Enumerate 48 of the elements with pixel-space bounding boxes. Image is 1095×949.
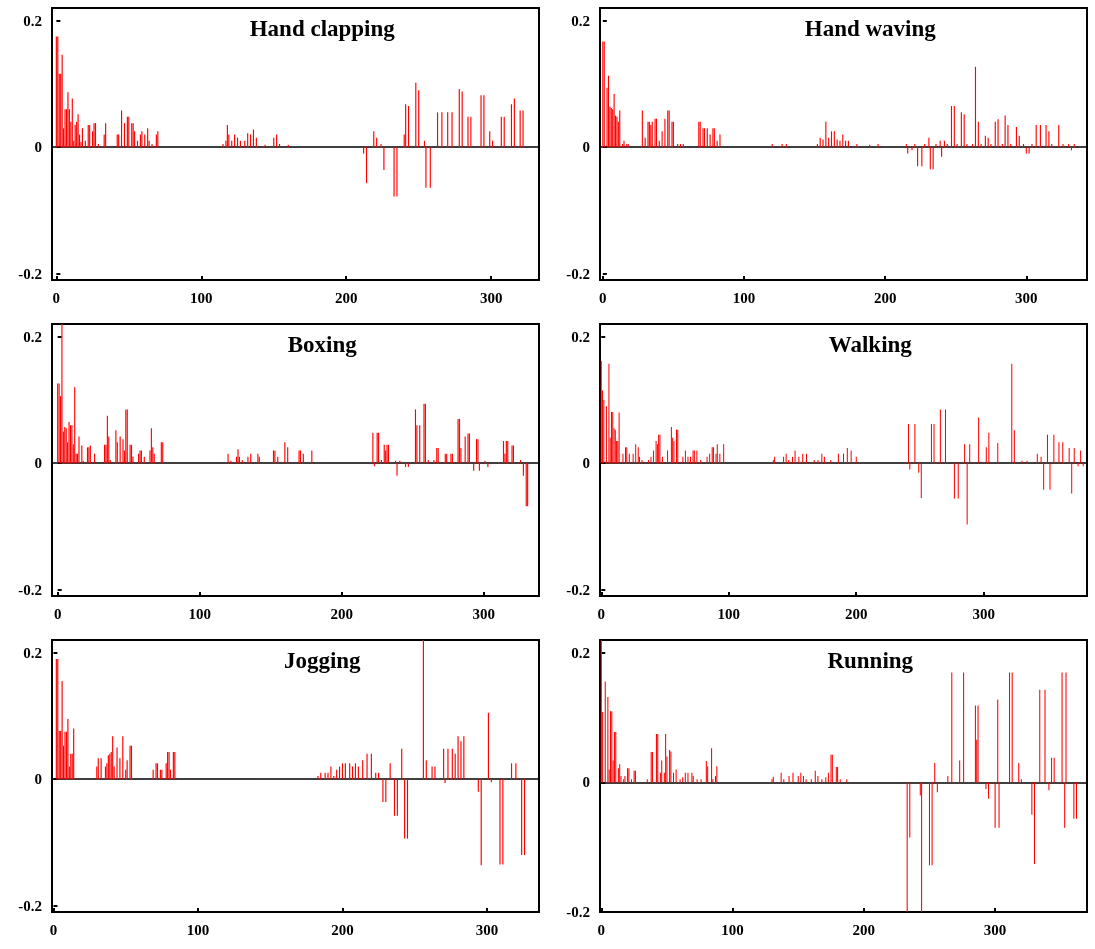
x-tick-label: 200 xyxy=(852,921,876,938)
y-tick-label: -0.2 xyxy=(18,265,42,282)
x-tick-label: 200 xyxy=(334,289,358,306)
y-tick-label: 0 xyxy=(582,455,590,472)
y-tick-label: -0.2 xyxy=(18,897,42,914)
chart-title: Boxing xyxy=(287,332,358,357)
y-tick-label: 0 xyxy=(34,455,42,472)
x-tick-label: 0 xyxy=(53,605,62,622)
x-tick-label: 100 xyxy=(190,289,213,306)
x-tick-label: 100 xyxy=(188,605,211,622)
x-tick-label: 100 xyxy=(732,289,756,306)
chart-title: Hand waving xyxy=(804,16,937,41)
chart-title: Running xyxy=(827,648,914,673)
x-tick-label: 100 xyxy=(721,921,744,938)
y-tick-label: 0.2 xyxy=(571,644,590,661)
y-tick-label: 0 xyxy=(34,139,42,156)
x-tick-label: 0 xyxy=(49,921,58,938)
x-tick-label: 300 xyxy=(475,921,499,938)
x-tick-label: 300 xyxy=(1015,289,1038,306)
x-tick-label: 0 xyxy=(52,289,61,306)
x-tick-label: 0 xyxy=(599,289,607,306)
x-tick-label: 300 xyxy=(479,289,503,306)
x-tick-label: 0 xyxy=(597,605,606,622)
x-tick-label: 300 xyxy=(972,605,995,622)
y-tick-label: 0.2 xyxy=(23,328,42,345)
x-tick-label: 200 xyxy=(331,921,354,938)
y-tick-label: -0.2 xyxy=(566,265,590,282)
y-tick-label: 0.2 xyxy=(571,12,590,29)
x-tick-label: 200 xyxy=(845,605,868,622)
y-tick-label: -0.2 xyxy=(566,581,590,598)
x-tick-label: 100 xyxy=(186,921,210,938)
chart-title: Jogging xyxy=(283,648,362,673)
chart-title: Hand clapping xyxy=(249,16,396,41)
y-tick-label: 0 xyxy=(582,139,590,156)
y-tick-label: 0 xyxy=(34,771,42,788)
x-tick-label: 300 xyxy=(983,921,1007,938)
y-tick-label: -0.2 xyxy=(566,904,590,920)
y-tick-label: -0.2 xyxy=(18,581,42,598)
y-tick-label: 0.2 xyxy=(23,12,42,29)
x-tick-label: 200 xyxy=(330,605,353,622)
x-tick-label: 200 xyxy=(873,289,897,306)
x-tick-label: 100 xyxy=(717,605,741,622)
x-tick-label: 0 xyxy=(597,921,606,938)
y-tick-label: 0.2 xyxy=(23,644,42,661)
y-tick-label: 0.2 xyxy=(571,328,590,345)
y-tick-label: 0 xyxy=(582,774,590,791)
chart-title: Walking xyxy=(828,332,913,357)
x-tick-label: 300 xyxy=(472,605,495,622)
